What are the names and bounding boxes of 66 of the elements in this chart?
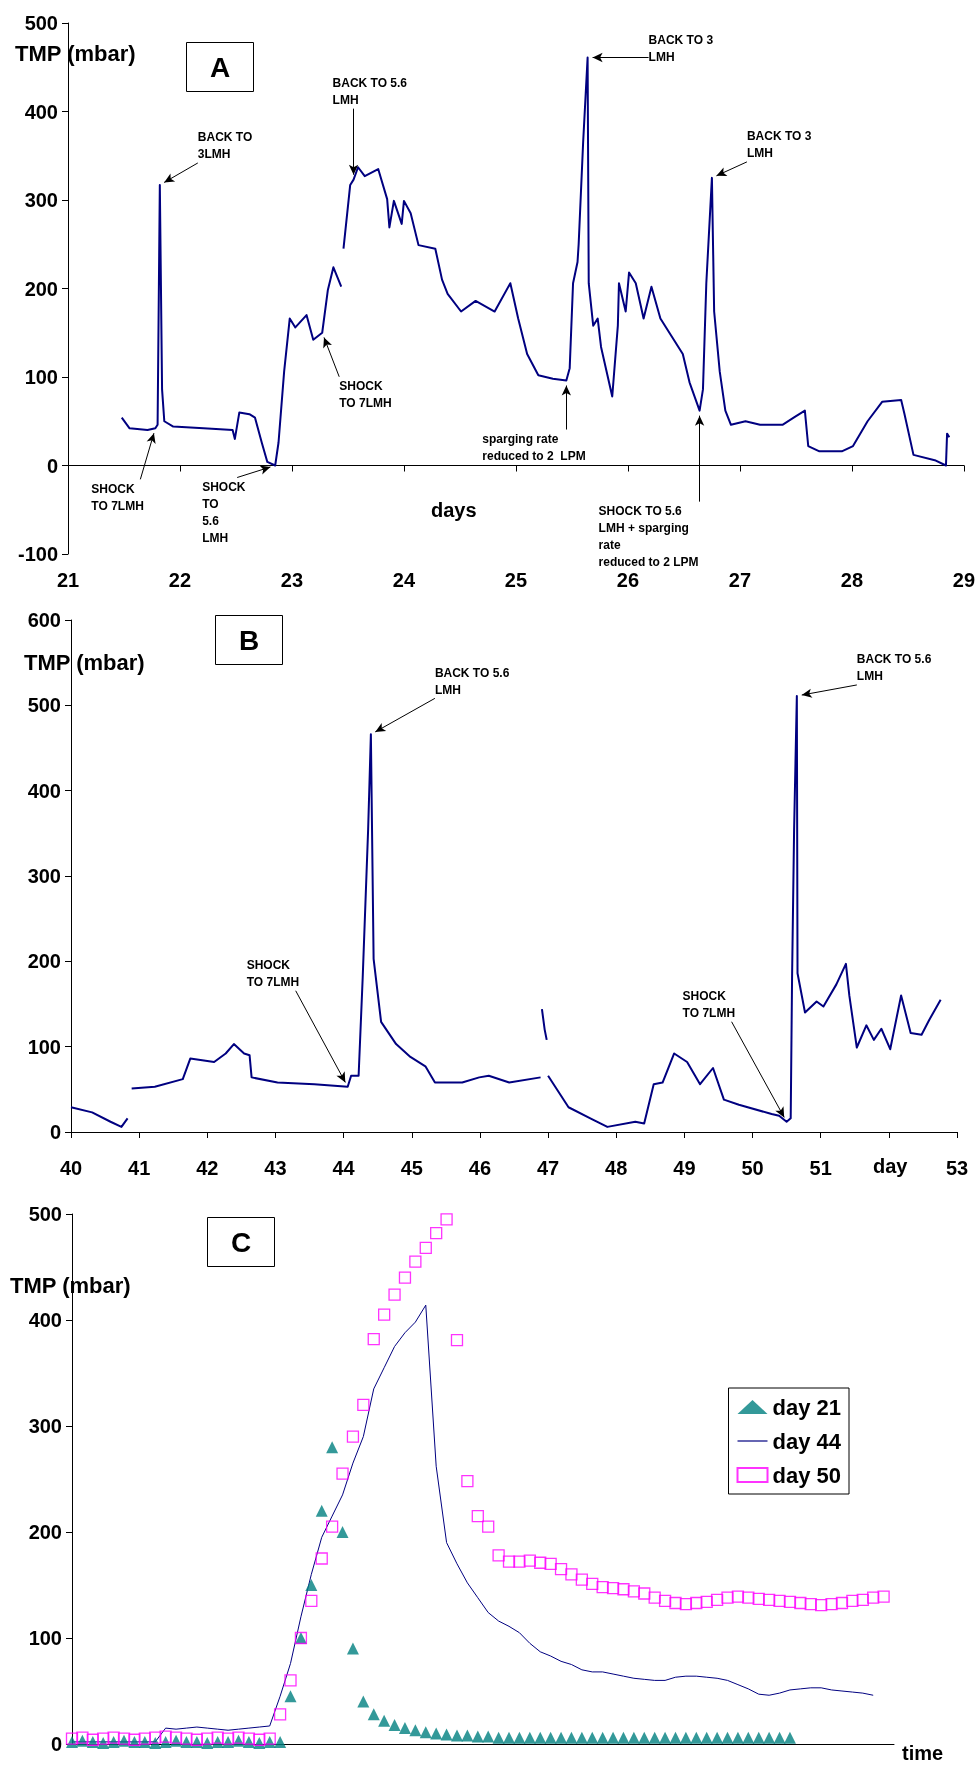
x-tick-label: 44: [332, 1157, 356, 1179]
y-tick-label: 300: [24, 189, 58, 211]
y-tick-label: 0: [46, 454, 58, 477]
x-axis-title: days: [431, 499, 477, 521]
annotation: BACK TO 3 LMH: [746, 129, 812, 161]
annotation: BACK TO 3LMH: [197, 130, 253, 162]
annotation: SHOCK TO 5.6 LMH: [202, 480, 246, 545]
annotation: SHOCK TO 7LMH: [91, 481, 144, 513]
y-tick-label: 400: [27, 779, 61, 802]
y-tick-label: 100: [28, 1627, 62, 1649]
y-tick-label: 100: [24, 366, 58, 388]
y-tick-label: 0: [49, 1121, 61, 1143]
x-tick-label: 28: [840, 569, 864, 591]
x-tick-label: 24: [392, 569, 416, 591]
annotation: sparging rate reduced to 2 LPM: [482, 432, 586, 464]
x-tick-label: 23: [280, 569, 304, 591]
legend-label: day 21: [772, 1394, 842, 1420]
x-tick-label: 29: [952, 569, 975, 591]
y-tick-label: 200: [27, 950, 61, 973]
x-tick-label: 49: [673, 1157, 696, 1179]
annotation: SHOCK TO 7LMH: [246, 958, 300, 990]
x-tick-label: 46: [468, 1157, 492, 1179]
x-axis-title: time: [902, 1742, 944, 1764]
text: A: [210, 51, 231, 83]
y-tick-label: 200: [24, 277, 58, 300]
chart-title: C: [231, 1226, 252, 1258]
x-tick-label: 40: [59, 1157, 83, 1179]
annotation: BACK TO 5.6 LMH: [856, 652, 932, 684]
x-tick-label: 51: [809, 1157, 832, 1179]
x-axis-title: day: [873, 1155, 909, 1177]
y-tick-label: 500: [27, 694, 61, 717]
y-axis-title: TMP (mbar): [15, 40, 136, 66]
y-tick-label: 300: [27, 865, 61, 887]
x-tick-label: 50: [741, 1157, 764, 1179]
legend-label: day 50: [772, 1462, 842, 1488]
y-tick-label: 500: [24, 12, 58, 34]
x-tick-label: 43: [264, 1157, 287, 1179]
x-tick-label: 45: [400, 1157, 423, 1179]
x-tick-label: 48: [605, 1157, 628, 1179]
x-tick-label: 27: [728, 569, 752, 591]
annotation: SHOCK TO 7LMH: [682, 989, 736, 1021]
x-tick-label: 42: [196, 1157, 219, 1179]
y-axis-title: TMP (mbar): [24, 649, 145, 675]
y-tick-label: 100: [27, 1035, 61, 1058]
y-tick-label: 400: [28, 1309, 62, 1331]
annotation: SHOCK TO 5.6 LMH + sparging rate reduced to 2 LPM: [598, 504, 699, 570]
annotation: BACK TO 3 LMH: [648, 33, 714, 65]
chart-title: B: [239, 624, 260, 656]
annotation: BACK TO 5.6 LMH: [434, 665, 510, 697]
y-tick-label: 0: [50, 1733, 62, 1755]
y-tick-label: 600: [27, 609, 61, 631]
legend-label: day 44: [772, 1428, 842, 1454]
x-tick-label: 25: [504, 569, 528, 591]
x-tick-label: 41: [128, 1157, 151, 1179]
annotation: BACK TO 5.6 LMH: [332, 76, 408, 108]
y-tick-label: 500: [28, 1203, 62, 1225]
x-tick-label: 53: [945, 1157, 969, 1179]
x-tick-label: 26: [616, 569, 640, 591]
x-tick-label: 22: [168, 569, 192, 591]
y-tick-label: 300: [28, 1415, 62, 1437]
annotation: SHOCK TO 7LMH: [339, 379, 392, 411]
x-tick-label: 21: [56, 569, 80, 591]
y-tick-label: -100: [17, 543, 58, 565]
y-tick-label: 400: [24, 100, 58, 123]
x-tick-label: 47: [536, 1157, 560, 1179]
y-tick-label: 200: [28, 1521, 62, 1543]
